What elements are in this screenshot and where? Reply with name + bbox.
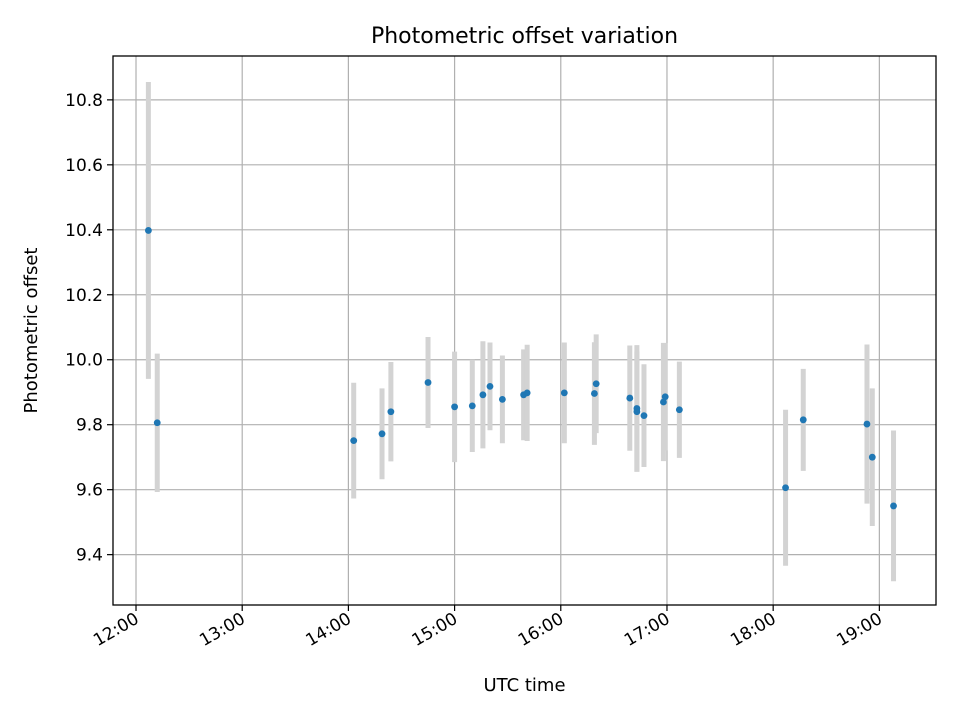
data-point — [498, 395, 506, 403]
data-point — [451, 403, 458, 411]
data-point — [350, 437, 358, 445]
y-tick-label: 10.0 — [65, 351, 103, 371]
data-point — [592, 380, 600, 388]
data-point — [560, 389, 568, 397]
data-point — [523, 389, 531, 397]
data-point — [378, 430, 386, 438]
data-point — [479, 391, 487, 399]
data-point — [633, 408, 641, 416]
data-point — [626, 394, 634, 402]
y-tick-label: 9.4 — [76, 546, 103, 566]
data-point — [424, 379, 432, 386]
data-point — [661, 393, 669, 401]
data-point — [868, 453, 876, 461]
y-tick-label: 9.6 — [76, 481, 103, 501]
y-tick-label: 10.8 — [65, 91, 103, 111]
data-point — [144, 227, 152, 234]
data-point — [660, 398, 667, 406]
data-point — [468, 402, 476, 410]
data-point — [153, 419, 161, 427]
data-point — [486, 382, 494, 390]
y-tick-label: 10.2 — [65, 286, 103, 306]
data-points — [144, 227, 897, 510]
data-point — [387, 408, 395, 416]
chart-title: Photometric offset variation — [371, 24, 678, 49]
y-tick-label: 10.4 — [65, 221, 103, 241]
data-point — [675, 406, 683, 414]
data-point — [890, 502, 897, 510]
data-point — [591, 390, 598, 397]
data-point — [863, 420, 871, 428]
x-axis-label: UTC time — [483, 675, 565, 696]
data-point — [640, 412, 648, 420]
plot-frame — [112, 55, 937, 606]
y-axis-label: Photometric offset — [21, 248, 42, 414]
data-point — [782, 484, 789, 492]
y-tick-label: 10.6 — [65, 156, 103, 176]
y-tick-label: 9.8 — [76, 416, 103, 436]
data-point — [799, 416, 807, 424]
